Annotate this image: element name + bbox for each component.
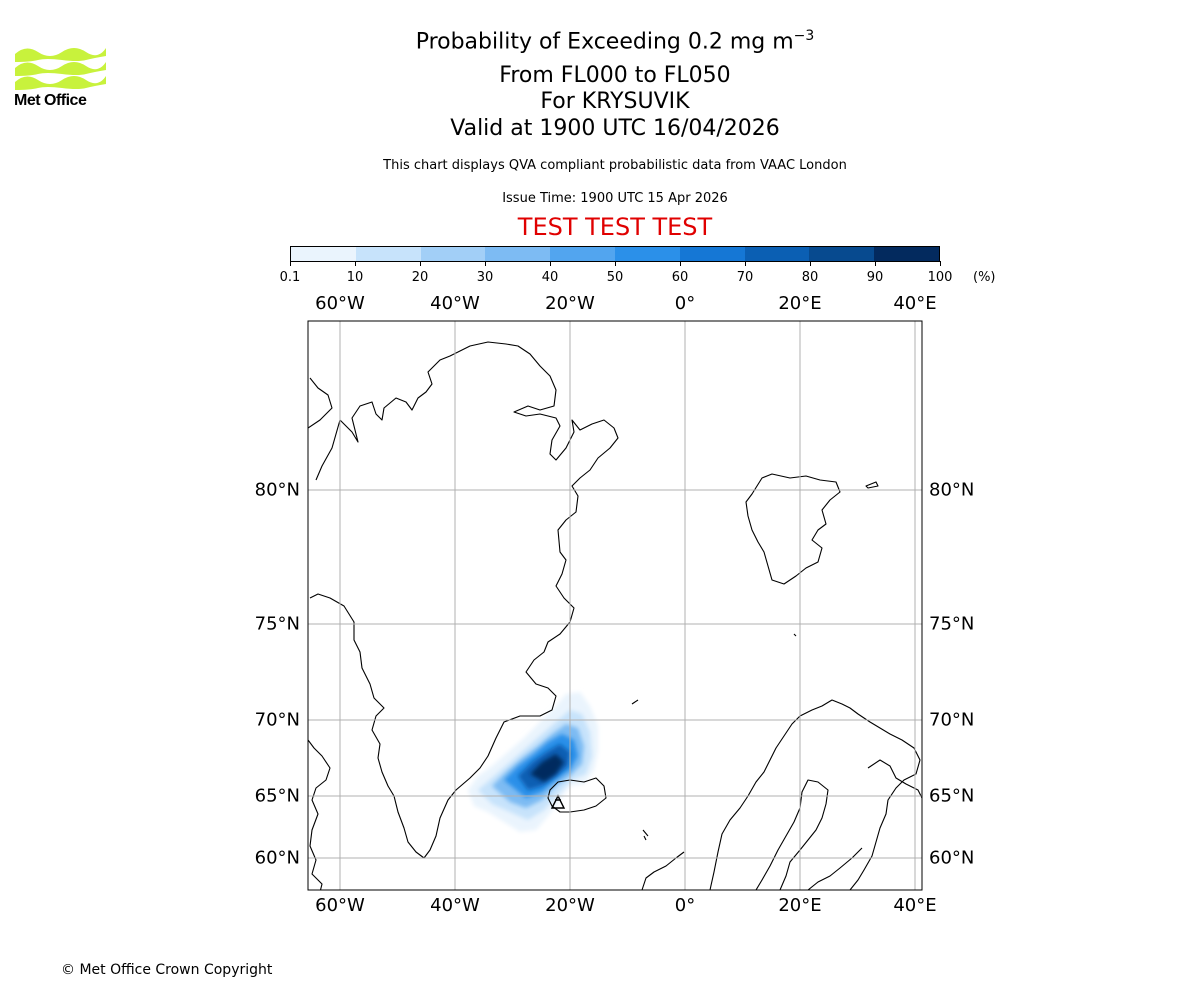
lat-label-right: 75°N bbox=[929, 613, 975, 635]
map-background bbox=[308, 321, 922, 890]
colorbar-tick-label: 20 bbox=[411, 270, 429, 285]
finland-coastline bbox=[807, 847, 863, 890]
colorbar-segment bbox=[874, 247, 939, 261]
bear-island bbox=[793, 633, 797, 637]
colorbar-tick-label: 60 bbox=[671, 270, 689, 285]
test-banner: TEST TEST TEST bbox=[517, 213, 713, 241]
colorbar-tick-label: 90 bbox=[866, 270, 884, 285]
lat-label-right: 80°N bbox=[929, 479, 975, 501]
colorbar-tick-label: 0.1 bbox=[279, 270, 301, 285]
iceland-coastline bbox=[547, 777, 607, 813]
valid-time: Valid at 1900 UTC 16/04/2026 bbox=[450, 116, 780, 141]
colorbar-unit: (%) bbox=[973, 270, 996, 285]
lon-label-bottom: 0° bbox=[674, 895, 696, 916]
colorbar-tick-mark bbox=[810, 261, 811, 266]
colorbar-tick-label: 30 bbox=[476, 270, 494, 285]
volcano-marker-icon bbox=[550, 794, 566, 809]
lat-label-right: 60°N bbox=[929, 847, 975, 869]
colorbar-tick-mark bbox=[420, 261, 421, 266]
lon-label-top: 0° bbox=[674, 293, 696, 314]
colorbar-tick-mark bbox=[615, 261, 616, 266]
lat-label-left: 80°N bbox=[254, 479, 300, 501]
colorbar-segment bbox=[420, 247, 486, 261]
lat-label-left: 65°N bbox=[254, 785, 300, 807]
ash-probability-plume bbox=[468, 692, 598, 832]
coastlines bbox=[308, 341, 922, 890]
chart-title: Probability of Exceeding 0.2 mg m−3 bbox=[0, 28, 1200, 54]
colorbar-segment bbox=[614, 247, 680, 261]
svalbard-coastline bbox=[745, 473, 841, 585]
colorbar-tick-mark bbox=[745, 261, 746, 266]
map-frame bbox=[307, 320, 923, 891]
faroe-islands bbox=[642, 829, 649, 841]
colorbar-tick-mark bbox=[940, 261, 941, 266]
colorbar-segment bbox=[291, 247, 356, 261]
svalbard-north-island bbox=[865, 481, 879, 489]
colorbar-tick-label: 50 bbox=[606, 270, 624, 285]
white-sea bbox=[867, 759, 922, 799]
copyright: © Met Office Crown Copyright bbox=[61, 962, 273, 978]
colorbar-segment bbox=[809, 247, 875, 261]
title-text: Probability of Exceeding 0.2 mg m bbox=[415, 29, 794, 55]
colorbar-tick-label: 40 bbox=[541, 270, 559, 285]
greenland-coastline bbox=[308, 341, 619, 859]
colorbar-segment bbox=[485, 247, 551, 261]
colorbar-tick-mark bbox=[290, 261, 291, 266]
graticule bbox=[308, 321, 922, 890]
colorbar-segment bbox=[550, 247, 615, 261]
lon-label-bottom: 20°W bbox=[545, 895, 595, 916]
issue-time: Issue Time: 1900 UTC 15 Apr 2026 bbox=[502, 191, 728, 206]
met-office-logo-text: Met Office bbox=[14, 92, 87, 109]
lat-label-left: 75°N bbox=[254, 613, 300, 635]
lon-label-bottom: 20°E bbox=[778, 895, 822, 916]
lat-label-right: 65°N bbox=[929, 785, 975, 807]
colorbar-segment bbox=[744, 247, 810, 261]
baffin-coastline bbox=[308, 739, 331, 890]
jan-mayen-island bbox=[631, 699, 639, 705]
colorbar-segment bbox=[355, 247, 421, 261]
lon-label-top: 60°W bbox=[315, 293, 365, 314]
colorbar-tick-mark bbox=[485, 261, 486, 266]
colorbar-tick-mark bbox=[550, 261, 551, 266]
lon-label-top: 40°E bbox=[893, 293, 937, 314]
lon-label-top: 20°W bbox=[545, 293, 595, 314]
colorbar-tick-mark bbox=[355, 261, 356, 266]
colorbar-tick-mark bbox=[875, 261, 876, 266]
lon-label-bottom: 40°W bbox=[430, 895, 480, 916]
lon-label-top: 40°W bbox=[430, 293, 480, 314]
colorbar-tick-mark bbox=[680, 261, 681, 266]
chart-description: This chart displays QVA compliant probab… bbox=[383, 158, 847, 173]
met-office-logo-waves-icon bbox=[15, 48, 106, 90]
colorbar-tick-label: 80 bbox=[801, 270, 819, 285]
title-exponent: −3 bbox=[793, 28, 815, 44]
lat-label-left: 60°N bbox=[254, 847, 300, 869]
level-range: From FL000 to FL050 bbox=[499, 63, 731, 88]
lon-label-bottom: 40°E bbox=[893, 895, 937, 916]
lat-label-right: 70°N bbox=[929, 709, 975, 731]
lon-label-top: 20°E bbox=[778, 293, 822, 314]
colorbar-segment bbox=[679, 247, 745, 261]
lat-label-left: 70°N bbox=[254, 709, 300, 731]
colorbar-tick-label: 10 bbox=[346, 270, 364, 285]
volcano-name: For KRYSUVIK bbox=[540, 89, 690, 114]
colorbar-tick-label: 100 bbox=[927, 270, 953, 285]
plume-contour-90 bbox=[530, 754, 564, 782]
colorbar-tick-label: 70 bbox=[736, 270, 754, 285]
lon-label-bottom: 60°W bbox=[315, 895, 365, 916]
